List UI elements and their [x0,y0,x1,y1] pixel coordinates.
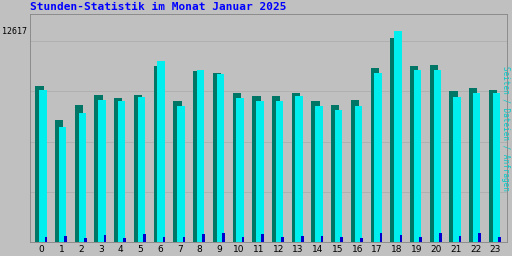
Bar [434,70,441,242]
Bar [256,101,264,242]
Bar [295,95,303,242]
Bar [394,31,401,242]
Bar [281,238,284,242]
Bar [450,91,458,242]
Bar [315,106,323,242]
Bar [493,93,500,242]
Bar [340,237,343,242]
Bar [84,238,87,242]
Bar [399,235,402,242]
Bar [351,100,359,242]
Bar [138,97,145,242]
Bar [123,238,126,242]
Bar [217,74,224,242]
Bar [459,236,461,242]
Bar [143,233,146,242]
Bar [103,235,106,242]
Bar [262,233,264,242]
Bar [242,237,244,242]
Bar [473,93,480,242]
Bar [292,93,300,242]
Bar [419,237,422,242]
Bar [95,95,103,242]
Bar [331,105,339,242]
Bar [335,110,343,242]
Bar [59,126,66,242]
Bar [489,90,497,242]
Bar [197,70,204,242]
Bar [114,98,122,242]
Bar [64,236,67,242]
Bar [183,238,185,242]
Bar [469,88,478,242]
Bar [498,237,501,242]
Bar [134,95,142,242]
Bar [213,73,221,242]
Bar [163,237,165,242]
Bar [374,73,382,242]
Bar [55,120,63,242]
Bar [35,86,44,242]
Bar [439,233,441,242]
Bar [75,105,83,242]
Bar [430,65,438,242]
Bar [202,233,205,242]
Bar [453,97,461,242]
Bar [98,100,106,242]
Bar [414,70,421,242]
Bar [380,233,382,242]
Bar [157,61,165,242]
Bar [410,66,418,242]
Bar [276,101,283,242]
Bar [78,113,86,242]
Bar [39,90,47,242]
Bar [232,93,241,242]
Y-axis label: Seiten / Dateien / Anfragen: Seiten / Dateien / Anfragen [501,66,510,191]
Bar [177,106,185,242]
Bar [45,238,47,242]
Bar [478,233,481,242]
Bar [237,98,244,242]
Text: Stunden-Statistik im Monat Januar 2025: Stunden-Statistik im Monat Januar 2025 [30,2,286,12]
Bar [371,68,379,242]
Bar [360,238,362,242]
Bar [193,71,201,242]
Bar [272,96,280,242]
Bar [118,101,125,242]
Bar [252,96,261,242]
Bar [390,38,398,242]
Bar [222,233,225,242]
Bar [355,105,362,242]
Bar [174,101,182,242]
Bar [154,66,162,242]
Bar [321,236,323,242]
Bar [311,101,319,242]
Bar [301,236,304,242]
